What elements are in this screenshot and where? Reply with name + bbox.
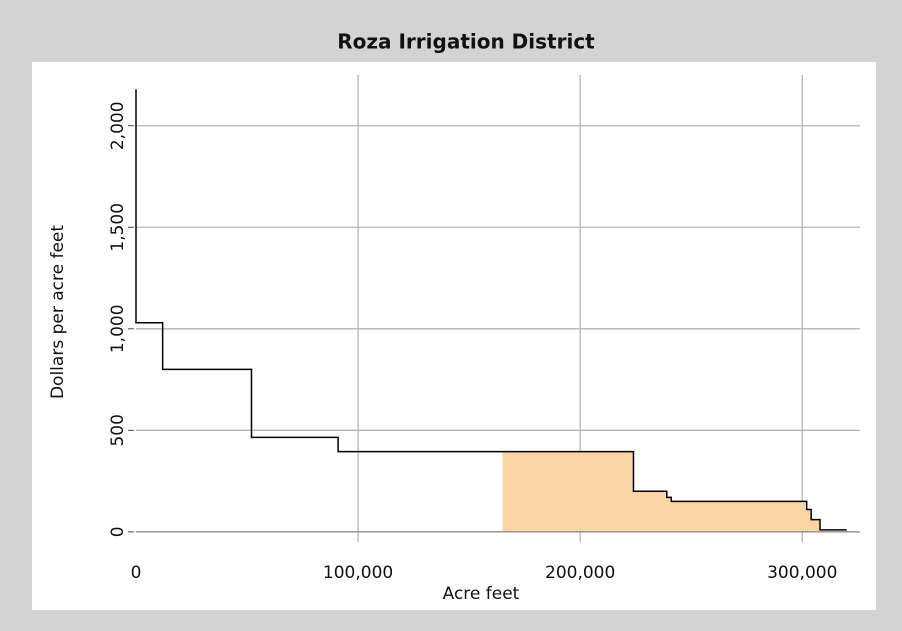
x-tick-label: 300,000: [767, 563, 837, 583]
y-tick-label: 1,000: [108, 304, 128, 353]
x-axis-label: Acre feet: [443, 584, 520, 604]
y-tick-label: 0: [108, 526, 128, 537]
y-axis-label: Dollars per acre feet: [48, 225, 68, 399]
x-tick-label: 0: [131, 563, 142, 583]
chart-title: Roza Irrigation District: [337, 30, 595, 54]
step-line: [135, 89, 847, 531]
y-tick-label: 500: [108, 414, 128, 446]
x-tick-label: 100,000: [323, 563, 393, 583]
y-tick-label: 1,500: [108, 203, 128, 252]
y-tick-label: 2,000: [108, 101, 128, 150]
x-tick-label: 200,000: [545, 563, 615, 583]
